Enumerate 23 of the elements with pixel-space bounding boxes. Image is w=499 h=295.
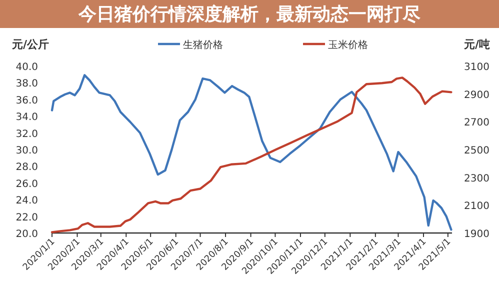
- legend-label: 生猪价格: [183, 39, 223, 51]
- y2-tick-label: 1900: [464, 229, 490, 240]
- y2-tick-label: 2500: [464, 146, 490, 156]
- y-tick-label: 26.0: [16, 178, 38, 190]
- y-tick-label: 20.0: [16, 229, 38, 240]
- y-tick-label: 40.0: [16, 62, 38, 73]
- chart-title: 今日猪价行情深度解析，最新动态一网打尽: [78, 4, 422, 25]
- y-tick-label: 34.0: [16, 112, 38, 124]
- y2-tick-label: 2900: [464, 90, 490, 101]
- y-tick-label: 30.0: [16, 146, 38, 156]
- y2-tick-label: 2100: [464, 201, 490, 212]
- y-tick-label: 22.0: [16, 212, 38, 224]
- y-tick-label: 28.0: [16, 162, 38, 174]
- y-tick-label: 32.0: [16, 128, 38, 140]
- y-axis-title: 元/公斤: [11, 38, 50, 51]
- y2-tick-label: 2300: [464, 173, 490, 184]
- y2-tick-label: 3100: [464, 62, 490, 73]
- y-tick-label: 36.0: [16, 95, 38, 106]
- y-tick-label: 24.0: [16, 196, 38, 207]
- y2-axis-title: 元/吨: [462, 38, 490, 51]
- y-tick-label: 38.0: [16, 78, 38, 90]
- y2-tick-label: 2700: [464, 118, 490, 129]
- legend-label: 玉米价格: [328, 39, 368, 51]
